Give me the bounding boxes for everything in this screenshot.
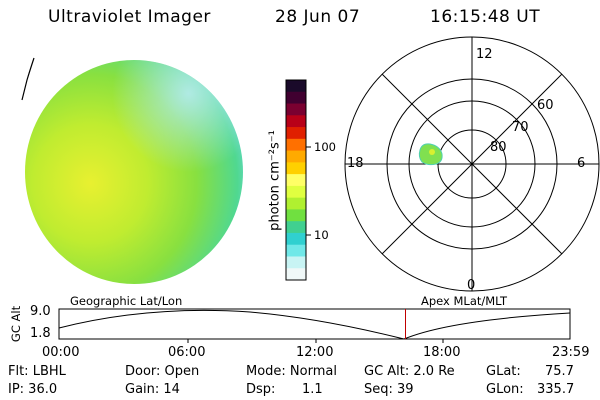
timeline-ytick-low: 1.8: [30, 326, 51, 341]
timeline-xtick-2359: 23:59: [552, 345, 590, 360]
status-seq: Seq: 39: [364, 382, 414, 397]
colorbar-cell: [286, 244, 306, 257]
timeline-frame: [58, 308, 571, 340]
colorbar-cell: [286, 174, 306, 187]
status-gain: Gain: 14: [125, 382, 180, 397]
colorbar-cell: [286, 103, 306, 116]
colorbar-frame: [285, 79, 307, 281]
colorbar-cell: [286, 209, 306, 222]
mlt-label-18: 18: [347, 156, 364, 171]
colorbar-tick-label-10: 10: [314, 228, 329, 242]
colorbar-cell: [286, 185, 306, 199]
colorbar-cell: [286, 232, 306, 246]
colorbar-cell: [286, 162, 306, 175]
colorbar-cell: [286, 268, 306, 281]
colorbar-cell: [286, 221, 306, 234]
observation-date: 28 Jun 07: [275, 7, 361, 27]
status-mode: Mode: Normal: [246, 364, 337, 379]
mlt-label-6: 6: [577, 156, 586, 171]
timeline-xtick-1200: 12:00: [296, 345, 334, 360]
instrument-title: Ultraviolet Imager: [48, 7, 211, 27]
timeline-left-title: Geographic Lat/Lon: [70, 294, 183, 308]
colorbar-cell: [286, 256, 306, 269]
status-ip: IP: 36.0: [8, 382, 58, 397]
colorbar-cell: [286, 91, 306, 105]
mlt-label-0: 0: [467, 278, 476, 293]
timeline-xtick-1800: 18:00: [423, 345, 461, 360]
colorbar-tick-label-100: 100: [314, 140, 336, 154]
status-glat-value: 75.7: [545, 364, 574, 379]
lat-label-80: 80: [490, 140, 507, 155]
polar-cap-glow: [25, 60, 243, 284]
mlt-label-12: 12: [476, 47, 493, 62]
colorbar-cell: [286, 80, 306, 93]
auroral-patch-core: [429, 149, 435, 155]
status-glon-value: 335.7: [537, 382, 575, 397]
status-glat-label: GLat:: [486, 364, 521, 379]
colorbar-cell: [286, 127, 306, 140]
orbit-altitude-curve: [58, 309, 571, 340]
timeline-right-title: Apex MLat/MLT: [421, 294, 508, 308]
colorbar-cell: [286, 115, 306, 128]
limb-arc: [21, 57, 35, 101]
timeline-ytick-high: 9.0: [30, 304, 51, 319]
status-dsp-label: Dsp:: [246, 382, 276, 397]
status-glon-label: GLon:: [486, 382, 524, 397]
polar-diagonal-b: [381, 73, 563, 255]
status-filter: Flt: LBHL: [8, 364, 66, 379]
observation-time: 16:15:48 UT: [430, 7, 541, 27]
colorbar-cell: [286, 197, 306, 210]
timeline-xtick-0000: 00:00: [42, 345, 80, 360]
status-door: Door: Open: [125, 364, 200, 379]
status-gc-alt: GC Alt: 2.0 Re: [364, 364, 455, 379]
status-dsp-value: 1.1: [302, 382, 323, 397]
colorbar-cell: [286, 150, 306, 163]
lat-label-70: 70: [512, 120, 529, 135]
lat-label-60: 60: [537, 98, 554, 113]
colorbar-cell: [286, 138, 306, 152]
timeline-xtick-0600: 06:00: [168, 345, 206, 360]
